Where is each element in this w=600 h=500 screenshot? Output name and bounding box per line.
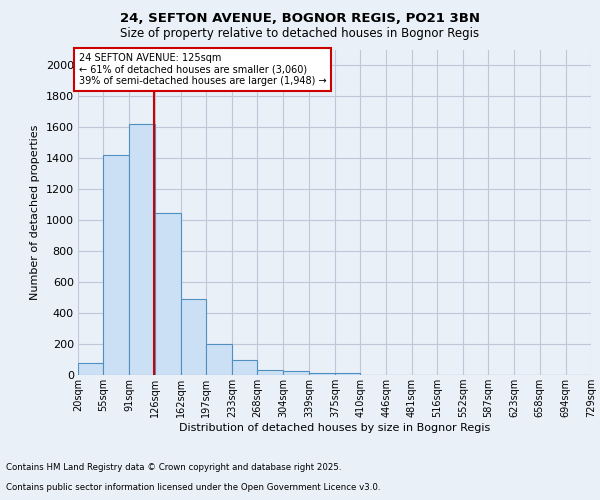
Bar xyxy=(335,372,360,375)
Text: Contains public sector information licensed under the Open Government Licence v3: Contains public sector information licen… xyxy=(6,484,380,492)
Bar xyxy=(232,360,257,375)
Text: 24, SEFTON AVENUE, BOGNOR REGIS, PO21 3BN: 24, SEFTON AVENUE, BOGNOR REGIS, PO21 3B… xyxy=(120,12,480,26)
Bar xyxy=(257,370,283,375)
Bar xyxy=(283,371,309,375)
Bar xyxy=(206,344,232,375)
Text: Contains HM Land Registry data © Crown copyright and database right 2025.: Contains HM Land Registry data © Crown c… xyxy=(6,464,341,472)
Bar xyxy=(78,362,103,375)
Text: Size of property relative to detached houses in Bognor Regis: Size of property relative to detached ho… xyxy=(121,28,479,40)
Bar xyxy=(181,299,206,375)
Bar xyxy=(309,372,335,375)
X-axis label: Distribution of detached houses by size in Bognor Regis: Distribution of detached houses by size … xyxy=(179,423,490,433)
Y-axis label: Number of detached properties: Number of detached properties xyxy=(30,125,40,300)
Text: 24 SEFTON AVENUE: 125sqm
← 61% of detached houses are smaller (3,060)
39% of sem: 24 SEFTON AVENUE: 125sqm ← 61% of detach… xyxy=(79,53,326,86)
Bar xyxy=(103,155,130,375)
Bar xyxy=(155,212,181,375)
Bar xyxy=(130,124,155,375)
